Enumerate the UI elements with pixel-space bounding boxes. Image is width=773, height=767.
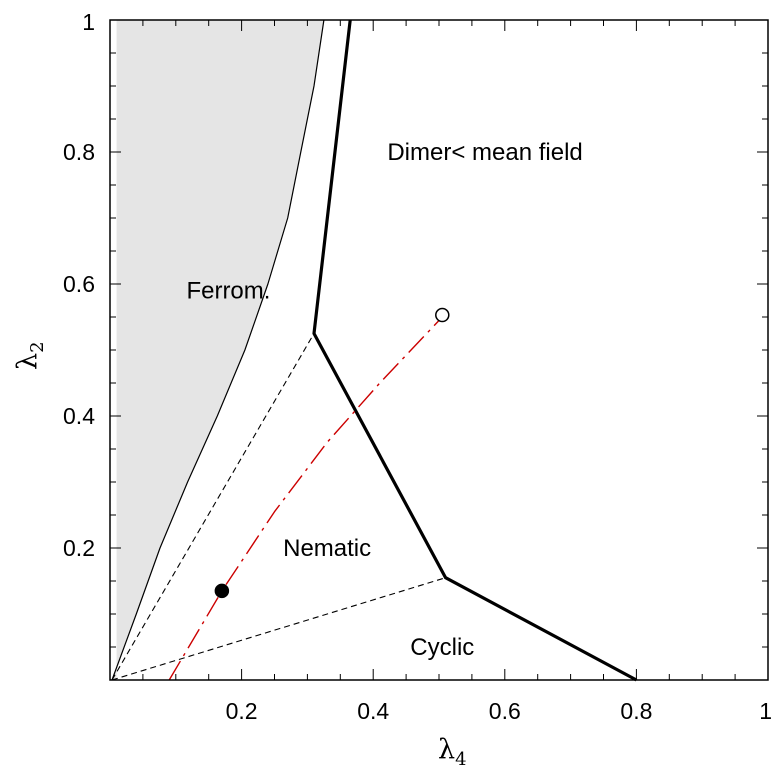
y-tick-label: 0.4 [63, 403, 95, 429]
shaded-region-layer [112, 20, 324, 680]
region-label: Nematic [283, 535, 371, 562]
y-tick-label: 0.2 [63, 535, 95, 561]
y-tick-label: 0.8 [63, 139, 95, 165]
x-axis-label: λ4 [438, 734, 467, 767]
y-tick-label: 1 [82, 9, 95, 35]
region-label: Ferrom. [186, 278, 270, 305]
x-tick-label: 1 [759, 698, 772, 724]
y-axis-label-subscript: 2 [27, 341, 48, 352]
x-tick-label: 0.2 [226, 698, 258, 724]
series-line-dash-dot-4 [168, 316, 443, 681]
series-line-thick-solid-1 [312, 19, 638, 682]
x-tick-label: 0.8 [620, 698, 652, 724]
series-line-dashed-3 [111, 577, 446, 681]
series-line-thin-solid-0 [111, 19, 325, 681]
open-marker-1 [435, 307, 450, 323]
y-axis-label: λ2 [12, 341, 48, 370]
x-tick-label: 0.4 [357, 698, 389, 724]
y-axis-label-symbol: λ [12, 353, 43, 370]
region-label: Cyclic [410, 634, 474, 661]
y-tick-label: 0.6 [63, 271, 95, 297]
x-axis-label-subscript: 4 [455, 749, 466, 767]
shaded-region [112, 20, 324, 680]
tick-layer: 0.2 0.4 0.6 0.8 1 0.2 0.4 0.6 0.8 1 [63, 9, 772, 724]
annotation-layer: Dimer< mean field Ferrom. Nematic Cyclic [186, 139, 582, 661]
region-label: Dimer< mean field [387, 139, 582, 166]
series-line-dashed-2 [111, 333, 315, 681]
filled-marker-0 [214, 583, 230, 599]
series-layer [111, 19, 638, 682]
x-axis-label-symbol: λ [438, 734, 455, 765]
marker-layer [214, 307, 450, 599]
x-tick-label: 0.6 [489, 698, 521, 724]
